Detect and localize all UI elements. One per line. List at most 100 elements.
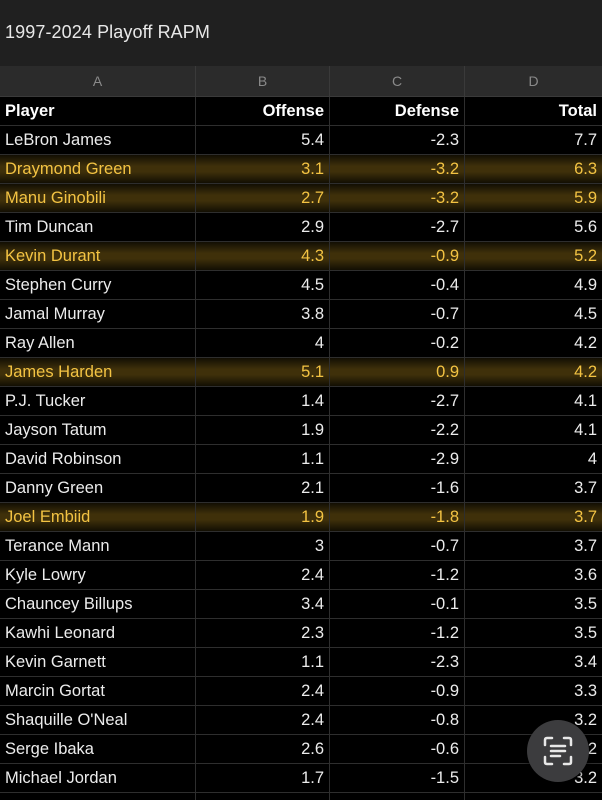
total-cell[interactable]: 4.2: [574, 334, 597, 352]
total-cell[interactable]: 5.9: [574, 189, 597, 207]
offense-cell[interactable]: 3.4: [196, 590, 330, 618]
offense-cell[interactable]: 5.4: [196, 126, 330, 154]
player-cell[interactable]: James Harden: [0, 358, 196, 386]
defense-cell[interactable]: -0.1: [330, 590, 465, 618]
total-cell[interactable]: 7.7: [574, 131, 597, 149]
total-cell[interactable]: 3.2: [574, 769, 597, 787]
total-cell[interactable]: 4.2: [574, 363, 597, 381]
player-cell[interactable]: Draymond Green: [0, 155, 196, 183]
offense-cell[interactable]: 2.4: [196, 561, 330, 589]
total-cell[interactable]: 4.1: [574, 392, 597, 410]
player-cell[interactable]: Kawhi Leonard: [0, 619, 196, 647]
defense-cell[interactable]: -0.2: [330, 329, 465, 357]
offense-cell[interactable]: 3.8: [196, 300, 330, 328]
defense-cell[interactable]: -0.7: [330, 300, 465, 328]
defense-cell[interactable]: -0.4: [330, 271, 465, 299]
defense-cell[interactable]: -2.7: [330, 387, 465, 415]
defense-cell[interactable]: -1.2: [330, 619, 465, 647]
player-cell[interactable]: Kevin Durant: [0, 242, 196, 270]
total-cell[interactable]: 3.7: [574, 479, 597, 497]
column-header-d[interactable]: D: [528, 73, 539, 89]
defense-cell[interactable]: -1.8: [330, 503, 465, 531]
column-header-c[interactable]: C: [330, 66, 465, 96]
defense-cell[interactable]: -3.2: [330, 155, 465, 183]
player-cell[interactable]: Eric Bledsoe: [0, 793, 196, 800]
offense-cell[interactable]: 2.6: [196, 735, 330, 763]
player-cell[interactable]: Shaquille O'Neal: [0, 706, 196, 734]
defense-cell[interactable]: -0.9: [330, 677, 465, 705]
offense-cell[interactable]: 1.9: [196, 416, 330, 444]
header-total[interactable]: Total: [558, 102, 597, 120]
header-player[interactable]: Player: [0, 97, 196, 125]
total-cell[interactable]: 4: [587, 450, 597, 468]
offense-cell[interactable]: 2.3: [196, 619, 330, 647]
offense-cell[interactable]: 1.1: [196, 445, 330, 473]
total-cell[interactable]: 4.9: [574, 276, 597, 294]
offense-cell[interactable]: 1.1: [196, 648, 330, 676]
text-scan-button[interactable]: [527, 720, 589, 782]
player-cell[interactable]: Michael Jordan: [0, 764, 196, 792]
defense-cell[interactable]: -1.2: [330, 561, 465, 589]
total-cell[interactable]: 3.5: [574, 595, 597, 613]
offense-cell[interactable]: 2.4: [196, 793, 330, 800]
spreadsheet[interactable]: A B C D Player Offense Defense Total LeB…: [0, 66, 602, 800]
header-defense[interactable]: Defense: [330, 97, 465, 125]
defense-cell[interactable]: -3.2: [330, 184, 465, 212]
offense-cell[interactable]: 3.1: [196, 155, 330, 183]
column-header-a[interactable]: A: [0, 66, 196, 96]
player-cell[interactable]: Danny Green: [0, 474, 196, 502]
player-cell[interactable]: LeBron James: [0, 126, 196, 154]
offense-cell[interactable]: 2.9: [196, 213, 330, 241]
total-cell[interactable]: 3.6: [574, 566, 597, 584]
offense-cell[interactable]: 1.7: [196, 764, 330, 792]
offense-cell[interactable]: 4.5: [196, 271, 330, 299]
total-cell[interactable]: 3.7: [574, 537, 597, 555]
total-cell[interactable]: 3.2: [574, 711, 597, 729]
defense-cell[interactable]: -1.5: [330, 764, 465, 792]
defense-cell[interactable]: -2.2: [330, 416, 465, 444]
defense-cell[interactable]: -0.7: [330, 793, 465, 800]
total-cell[interactable]: 3.1: [465, 793, 602, 800]
player-cell[interactable]: Ray Allen: [0, 329, 196, 357]
player-cell[interactable]: Terance Mann: [0, 532, 196, 560]
offense-cell[interactable]: 1.4: [196, 387, 330, 415]
player-cell[interactable]: Jayson Tatum: [0, 416, 196, 444]
player-cell[interactable]: Joel Embiid: [0, 503, 196, 531]
player-cell[interactable]: Kevin Garnett: [0, 648, 196, 676]
defense-cell[interactable]: -0.9: [330, 242, 465, 270]
defense-cell[interactable]: -0.6: [330, 735, 465, 763]
total-cell[interactable]: 4.1: [574, 421, 597, 439]
player-cell[interactable]: P.J. Tucker: [0, 387, 196, 415]
defense-cell[interactable]: -0.8: [330, 706, 465, 734]
player-cell[interactable]: Manu Ginobili: [0, 184, 196, 212]
defense-cell[interactable]: -0.7: [330, 532, 465, 560]
total-cell[interactable]: 5.2: [574, 247, 597, 265]
total-cell[interactable]: 3.3: [574, 682, 597, 700]
header-offense[interactable]: Offense: [196, 97, 330, 125]
player-cell[interactable]: David Robinson: [0, 445, 196, 473]
offense-cell[interactable]: 2.4: [196, 706, 330, 734]
offense-cell[interactable]: 4.3: [196, 242, 330, 270]
offense-cell[interactable]: 2.7: [196, 184, 330, 212]
player-cell[interactable]: Tim Duncan: [0, 213, 196, 241]
player-cell[interactable]: Serge Ibaka: [0, 735, 196, 763]
offense-cell[interactable]: 5.1: [196, 358, 330, 386]
column-header-b[interactable]: B: [196, 66, 330, 96]
player-cell[interactable]: Stephen Curry: [0, 271, 196, 299]
offense-cell[interactable]: 1.9: [196, 503, 330, 531]
total-cell[interactable]: 5.6: [574, 218, 597, 236]
total-cell[interactable]: 3.4: [574, 653, 597, 671]
offense-cell[interactable]: 2.1: [196, 474, 330, 502]
total-cell[interactable]: 3.5: [574, 624, 597, 642]
offense-cell[interactable]: 3: [196, 532, 330, 560]
player-cell[interactable]: Marcin Gortat: [0, 677, 196, 705]
total-cell[interactable]: 6.3: [574, 160, 597, 178]
total-cell[interactable]: 4.5: [574, 305, 597, 323]
offense-cell[interactable]: 2.4: [196, 677, 330, 705]
defense-cell[interactable]: -2.9: [330, 445, 465, 473]
total-cell[interactable]: 3.7: [574, 508, 597, 526]
defense-cell[interactable]: -1.6: [330, 474, 465, 502]
defense-cell[interactable]: -2.7: [330, 213, 465, 241]
player-cell[interactable]: Jamal Murray: [0, 300, 196, 328]
defense-cell[interactable]: 0.9: [330, 358, 465, 386]
